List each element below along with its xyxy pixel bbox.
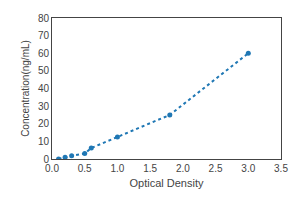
svg-text:30: 30: [38, 101, 50, 112]
svg-text:3.0: 3.0: [241, 163, 255, 174]
svg-text:0: 0: [43, 154, 49, 165]
svg-text:1.0: 1.0: [110, 163, 124, 174]
svg-text:Concentration(ng/mL): Concentration(ng/mL): [20, 40, 31, 137]
svg-text:20: 20: [38, 118, 50, 129]
svg-text:60: 60: [38, 48, 50, 59]
svg-text:0.5: 0.5: [78, 163, 92, 174]
svg-text:1.5: 1.5: [143, 163, 157, 174]
svg-text:Optical Density: Optical Density: [130, 177, 204, 189]
svg-text:3.5: 3.5: [274, 163, 288, 174]
svg-text:70: 70: [38, 30, 50, 41]
svg-text:2.0: 2.0: [176, 163, 190, 174]
svg-text:50: 50: [38, 65, 50, 76]
svg-text:2.5: 2.5: [209, 163, 223, 174]
svg-text:10: 10: [38, 136, 50, 147]
svg-text:0.0: 0.0: [45, 163, 59, 174]
svg-text:40: 40: [38, 83, 50, 94]
svg-text:80: 80: [38, 13, 50, 24]
